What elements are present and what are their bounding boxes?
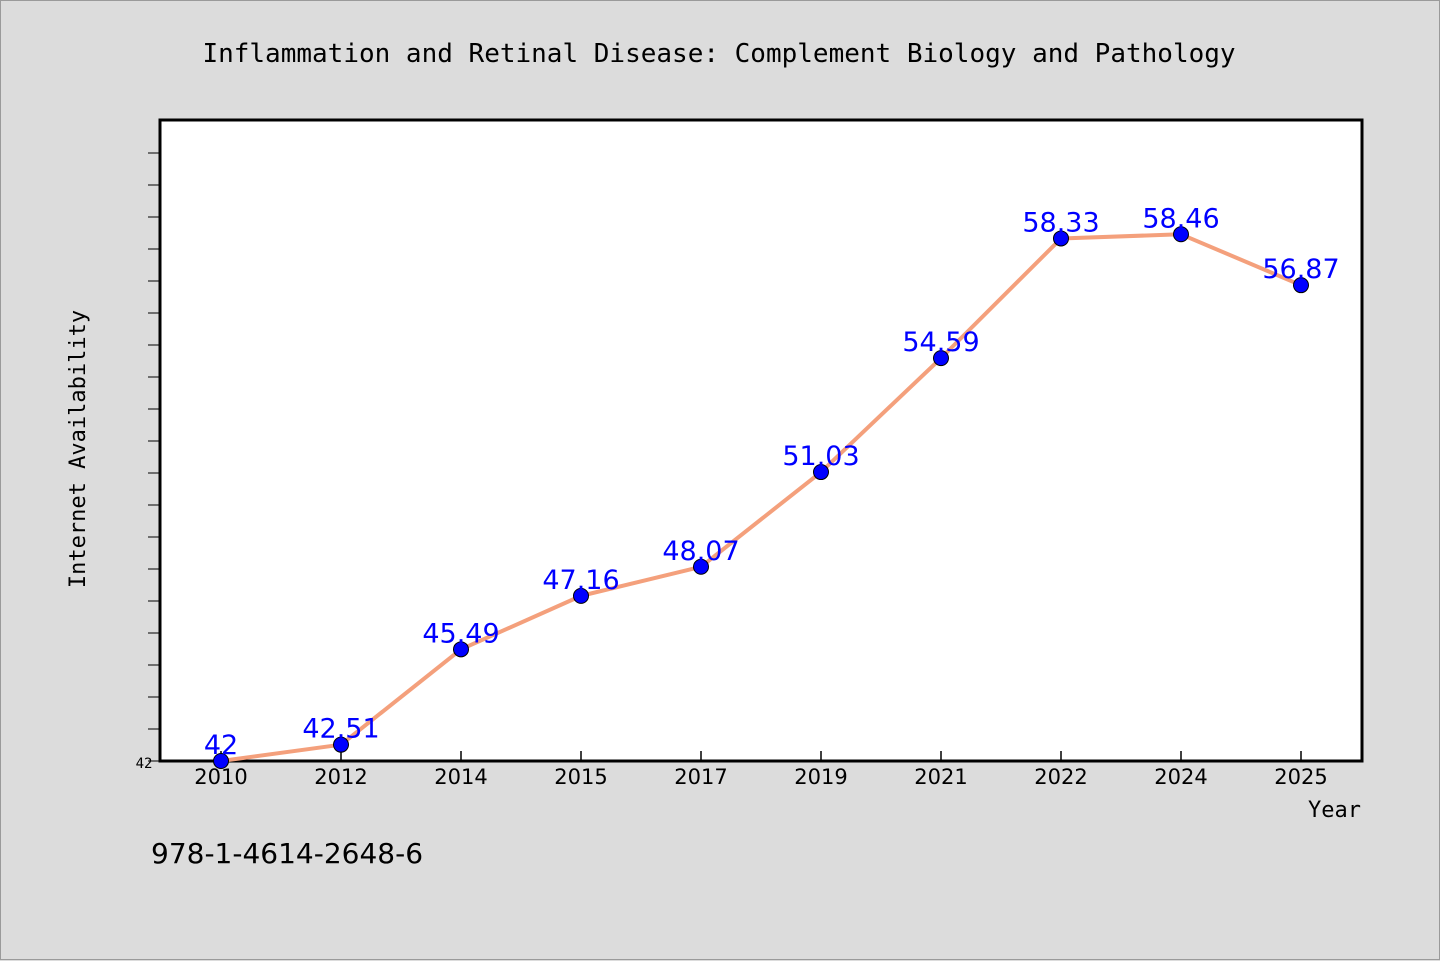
x-tick-label: 2024	[1154, 765, 1207, 789]
data-label: 42	[204, 730, 238, 761]
data-point	[933, 350, 949, 367]
data-point	[1053, 230, 1069, 247]
series-line-segment	[1179, 232, 1303, 288]
data-point	[813, 464, 829, 481]
data-markers	[213, 226, 1309, 769]
data-label: 45.49	[422, 618, 499, 649]
data-label: 42.51	[302, 714, 379, 745]
data-point	[1173, 226, 1189, 243]
x-tick-label: 2021	[914, 765, 967, 789]
x-tick-label: 2025	[1274, 765, 1327, 789]
x-tick-label: 2019	[794, 765, 847, 789]
series-line-segment	[699, 470, 823, 569]
chart-title: Inflammation and Retinal Disease: Comple…	[202, 39, 1235, 69]
data-point	[1293, 277, 1309, 294]
series-lines	[219, 232, 1303, 763]
data-label: 56.87	[1262, 254, 1339, 285]
data-point	[573, 587, 589, 604]
data-point	[693, 558, 709, 575]
series-line-segment	[219, 742, 343, 763]
data-point	[333, 736, 349, 753]
data-point	[453, 641, 469, 658]
x-tick-label: 2012	[314, 765, 367, 789]
y-axis-label: Internet Availability	[66, 310, 91, 588]
data-label: 47.16	[542, 565, 619, 596]
data-label: 51.03	[782, 441, 859, 472]
data-label: 58.33	[1022, 207, 1099, 238]
series-line-segment	[939, 236, 1063, 361]
footer-code: 978-1-4614-2648-6	[151, 837, 423, 870]
series-line-segment	[579, 564, 703, 598]
series-line-segment	[339, 647, 463, 747]
x-axis-tick-labels: 2010 2012 2014 2015 2017 2019 2021 2022 2024 2025	[194, 765, 1327, 789]
data-labels: 42 42.51 45.49 47.16 48.07 51.03 54.59 58.33 58.…	[204, 203, 1340, 761]
y-tick-label: 42	[136, 756, 153, 772]
data-point	[213, 753, 229, 769]
plot-area	[158, 118, 1364, 763]
data-label: 58.46	[1142, 203, 1219, 234]
series-line-segment	[1059, 232, 1183, 241]
x-tick-label: 2022	[1034, 765, 1087, 789]
series-line-segment	[819, 356, 943, 475]
x-tick-label: 2017	[674, 765, 727, 789]
data-label: 54.59	[902, 327, 979, 358]
x-tick-label: 2014	[434, 765, 487, 789]
y-axis-ticks	[148, 152, 160, 762]
x-axis-label: Year	[1308, 798, 1361, 823]
data-label: 48.07	[662, 536, 739, 567]
series-line-segment	[459, 593, 583, 652]
x-tick-label: 2015	[554, 765, 607, 789]
